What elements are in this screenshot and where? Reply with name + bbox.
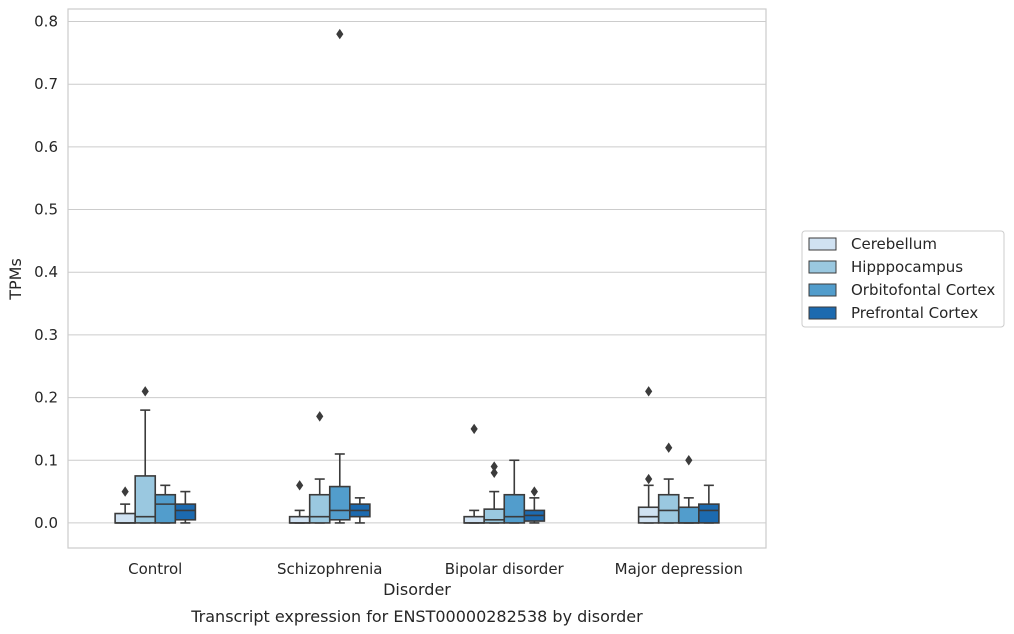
box-2-0: [154, 484, 177, 524]
legend-label: Cerebellum: [851, 235, 937, 253]
box-1-0: [134, 386, 157, 524]
box-body: [698, 503, 720, 524]
x-tick-labels: Control Schizophrenia Bipolar disorder Majo…: [128, 560, 743, 578]
y-tick-label: 0.6: [34, 138, 58, 156]
box-body: [154, 493, 177, 524]
outlier-point: [645, 473, 653, 485]
box-body: [463, 515, 485, 524]
box-1-2: [483, 461, 506, 524]
y-tick-label: 0.2: [34, 389, 58, 407]
x-tick-label: Control: [128, 560, 182, 578]
outlier-point: [685, 455, 693, 466]
outlier-point: [316, 411, 324, 422]
x-axis-label: Disorder: [383, 580, 451, 599]
figure-caption: Transcript expression for ENST0000028253…: [190, 607, 643, 626]
box-0-3: [637, 386, 660, 524]
y-tick-label: 0.1: [34, 451, 58, 469]
box-1-3: [657, 442, 680, 524]
y-tick-label: 0.0: [34, 514, 58, 532]
outlier-point: [121, 486, 129, 497]
outlier-point: [645, 386, 653, 397]
box-body: [637, 506, 660, 524]
box-2-3: [677, 455, 700, 524]
grid-lines: [68, 21, 766, 524]
box-0-0: [114, 486, 136, 524]
x-tick-label: Major depression: [615, 560, 743, 578]
box-3-1: [349, 497, 371, 524]
box-3-3: [698, 484, 720, 524]
box-3-2: [523, 486, 546, 524]
y-tick-label: 0.3: [34, 326, 58, 344]
box-body: [308, 493, 331, 524]
box-body: [174, 503, 197, 521]
legend-swatch: [808, 283, 837, 297]
boxes: [114, 28, 720, 524]
legend-label: Hipppocampus: [851, 258, 963, 276]
box-body: [503, 493, 526, 524]
box-body: [483, 508, 506, 524]
box-1-1: [308, 411, 331, 524]
outlier-point: [141, 386, 149, 397]
box-3-0: [174, 490, 197, 524]
box-body: [677, 506, 700, 524]
box-body: [114, 512, 136, 524]
y-tick-labels: 0.0 0.1 0.2 0.3 0.4 0.5 0.6 0.7 0.8: [34, 13, 58, 532]
box-2-1: [328, 28, 351, 524]
y-tick-label: 0.4: [34, 263, 58, 281]
box-body: [288, 515, 311, 524]
outlier-point: [470, 423, 478, 435]
legend-frame: [801, 230, 1005, 328]
y-tick-label: 0.7: [34, 75, 58, 93]
legend-label: Orbitofontal Cortex: [851, 281, 995, 299]
outlier-point: [530, 486, 538, 497]
outlier-point: [336, 28, 344, 40]
outlier-point: [490, 461, 498, 472]
x-tick-label: Bipolar disorder: [445, 560, 565, 578]
plot-frame: [67, 8, 767, 549]
y-axis-label: TPMs: [6, 258, 25, 301]
box-2-2: [503, 459, 526, 524]
y-tick-label: 0.8: [34, 13, 58, 31]
legend-label: Prefrontal Cortex: [851, 304, 978, 322]
x-tick-label: Schizophrenia: [277, 560, 382, 578]
legend-swatch: [808, 306, 837, 320]
box-body: [657, 493, 680, 524]
legend-swatch: [808, 237, 837, 251]
outlier-point: [296, 480, 304, 491]
legend-swatch: [808, 260, 837, 274]
legend: Cerebellum Hipppocampus Orbitofontal Corte…: [801, 230, 1005, 328]
box-0-2: [463, 423, 485, 524]
outlier-point: [490, 467, 498, 478]
outlier-point: [665, 442, 673, 453]
box-0-1: [288, 480, 311, 524]
y-tick-label: 0.5: [34, 201, 58, 219]
box-body: [328, 485, 351, 521]
